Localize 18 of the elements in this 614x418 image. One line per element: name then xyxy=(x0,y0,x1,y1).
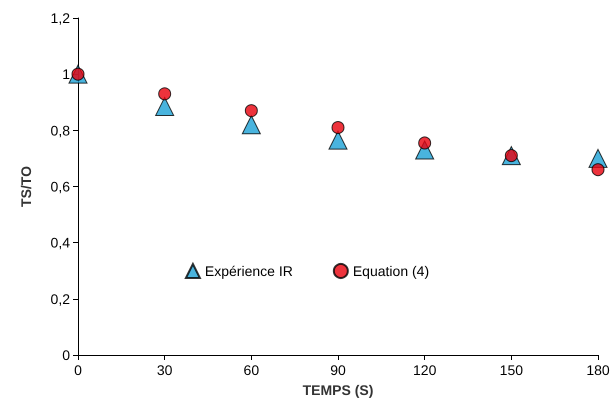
x-tick-label: 60 xyxy=(244,362,260,378)
y-tick-label: 0 xyxy=(62,347,70,363)
y-tick-label: 1,2 xyxy=(50,10,70,26)
legend-label: Expérience IR xyxy=(204,263,293,279)
y-tick-label: 0,4 xyxy=(50,234,70,251)
x-tick-label: 150 xyxy=(500,362,524,378)
y-tick-label: 1 xyxy=(62,66,70,82)
x-tick-label: 120 xyxy=(412,362,437,378)
y-tick-label: 0,2 xyxy=(50,290,70,307)
y-tick-label: 0,8 xyxy=(50,122,70,138)
x-tick-label: 180 xyxy=(586,362,610,378)
x-axis-title: TEMPS (S) xyxy=(302,382,374,398)
x-tick-label: 30 xyxy=(156,362,173,378)
y-axis-title: TS/TO xyxy=(18,166,34,207)
y-tick-label: 0,6 xyxy=(50,178,70,194)
legend-label: Equation (4) xyxy=(352,263,430,279)
x-tick-label: 90 xyxy=(330,362,346,378)
x-tick-label: 0 xyxy=(74,362,82,378)
